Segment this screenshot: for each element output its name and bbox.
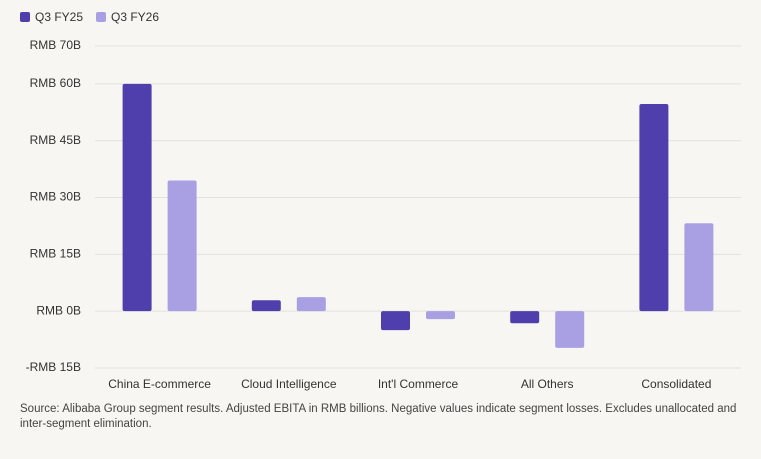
x-tick-label: Cloud Intelligence [241,377,337,391]
source-note: Source: Alibaba Group segment results. A… [20,403,737,430]
bar [426,311,455,320]
x-tick-label: Int'l Commerce [378,377,459,391]
x-tick-label: Consolidated [641,377,711,391]
bar [296,297,326,312]
legend-label: Q3 FY26 [111,10,159,24]
y-tick-label: RMB 45B [30,133,81,147]
y-tick-label: RMB 70B [30,38,81,52]
x-tick-label: All Others [521,377,574,391]
bar [639,103,669,312]
y-tick-label: -RMB 15B [26,360,81,374]
legend-swatch [96,12,106,22]
legend-label: Q3 FY25 [35,10,83,24]
bar [381,311,410,331]
y-tick-label: RMB 30B [30,190,81,204]
chart: -RMB 15B RMB 0B RMB 15B RMB 30B RMB 45B RMB 6… [20,10,741,391]
legend-swatch [20,12,30,22]
y-tick-label: RMB 60B [30,76,81,90]
y-tick-label: RMB 15B [30,247,81,261]
bar [555,311,585,348]
bar [122,83,152,312]
bar [684,223,714,312]
bar [510,311,540,324]
x-tick-label: China E-commerce [108,377,211,391]
bar [167,180,197,312]
y-tick-label: RMB 0B [36,303,81,317]
bar [251,300,281,312]
